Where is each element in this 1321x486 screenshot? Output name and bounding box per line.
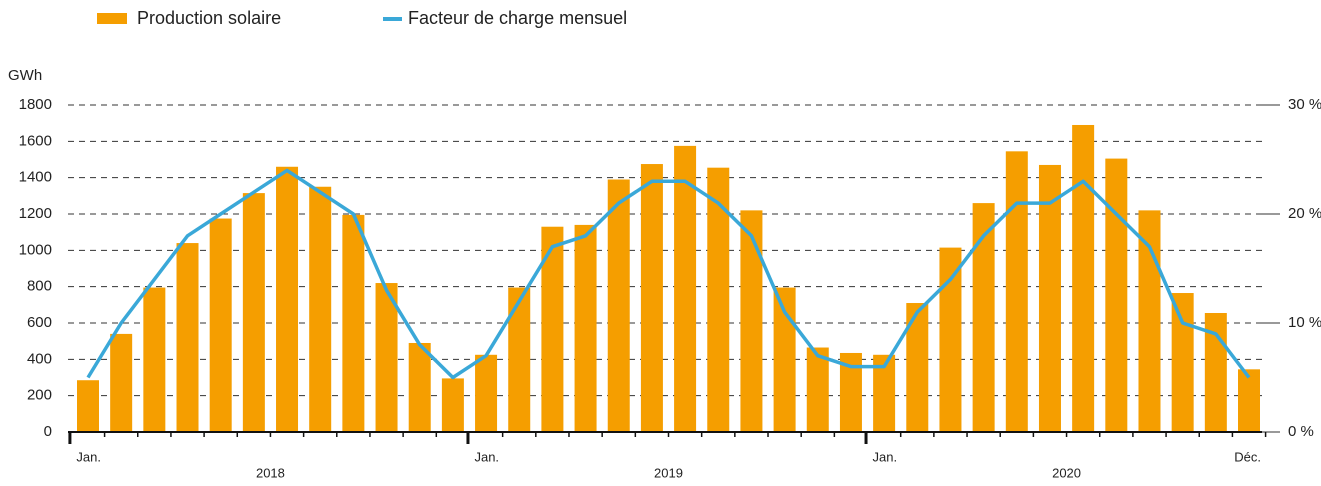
bar	[143, 287, 166, 432]
y-tick-label: 1200	[19, 205, 52, 222]
legend-label: Production solaire	[137, 8, 281, 28]
bar	[1072, 124, 1095, 432]
line	[86, 168, 1251, 380]
y-tick-label: 0	[44, 423, 52, 440]
x-tick-label: Jan.	[474, 449, 499, 464]
bar	[740, 210, 763, 432]
bar	[873, 354, 896, 432]
bar	[674, 145, 697, 432]
year-label: 2020	[1052, 465, 1081, 480]
legend-label: Facteur de charge mensuel	[408, 8, 627, 28]
y-tick-label: 800	[27, 278, 52, 295]
bar	[906, 303, 929, 432]
y-tick-label: 1400	[19, 169, 52, 186]
bar	[1238, 369, 1260, 432]
bar	[441, 378, 464, 432]
x-tick-label: Jan.	[76, 449, 101, 464]
bar	[276, 166, 299, 432]
bar	[408, 342, 431, 432]
bar	[309, 186, 332, 432]
bar	[1138, 210, 1161, 432]
bar	[475, 354, 498, 432]
y-tick-label: 1000	[19, 241, 52, 258]
y-tick-label: 200	[27, 387, 52, 404]
bar	[541, 226, 564, 432]
bar	[342, 214, 365, 432]
bar	[773, 287, 796, 432]
bar	[607, 179, 630, 432]
bar	[640, 164, 663, 432]
year-label: 2019	[654, 465, 683, 480]
y2-tick-label: 20 %	[1288, 205, 1321, 222]
bar	[1005, 151, 1028, 432]
bar	[209, 218, 232, 432]
legend-swatch	[97, 13, 127, 24]
y-tick-label: 400	[27, 350, 52, 367]
x-tick-label: Déc.	[1234, 449, 1261, 464]
y2-tick-label: 0 %	[1288, 423, 1314, 440]
bar	[839, 352, 862, 432]
y-tick-label: 1600	[19, 132, 52, 149]
bar	[508, 287, 531, 432]
bar	[707, 167, 730, 433]
year-label: 2018	[256, 465, 285, 480]
y-tick-label: 1800	[19, 96, 52, 113]
bar	[806, 347, 829, 432]
bar	[1038, 164, 1061, 432]
bar	[574, 224, 597, 432]
y2-tick-label: 30 %	[1288, 96, 1321, 113]
y-tick-label: 600	[27, 314, 52, 331]
y2-tick-label: 10 %	[1288, 314, 1321, 331]
bar	[110, 333, 133, 432]
bar	[242, 193, 265, 432]
bar	[176, 243, 199, 432]
bar	[77, 380, 99, 432]
bar	[1105, 158, 1128, 432]
x-tick-label: Jan.	[873, 449, 898, 464]
bar	[939, 247, 962, 432]
y-axis-label: GWh	[8, 67, 42, 84]
bar	[1171, 293, 1194, 432]
bar	[972, 203, 995, 432]
bar	[375, 283, 398, 432]
